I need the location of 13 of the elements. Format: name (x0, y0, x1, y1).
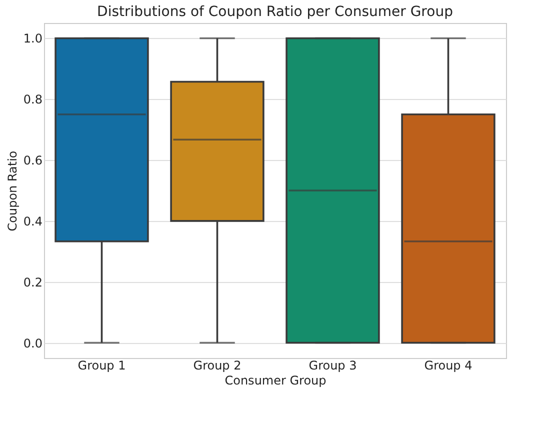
y-tick-label: 0.4 (23, 214, 42, 228)
chart-title: Distributions of Coupon Ratio per Consumer Group (97, 4, 454, 20)
x-tick-label: Group 3 (308, 358, 357, 372)
y-tick-label: 0.0 (23, 336, 42, 350)
x-tick-label: Group 2 (193, 358, 242, 372)
x-axis-title: Consumer Group (224, 374, 326, 388)
y-tick-label: 0.6 (23, 154, 42, 168)
y-tick-label: 0.2 (23, 275, 42, 290)
x-tick-label: Group 1 (78, 358, 126, 372)
x-tick-label: Group 4 (424, 358, 472, 372)
y-axis-title: Coupon Ratio (5, 150, 20, 232)
y-tick-label: 0.8 (23, 92, 42, 107)
y-tick-label: 1.0 (23, 32, 42, 46)
